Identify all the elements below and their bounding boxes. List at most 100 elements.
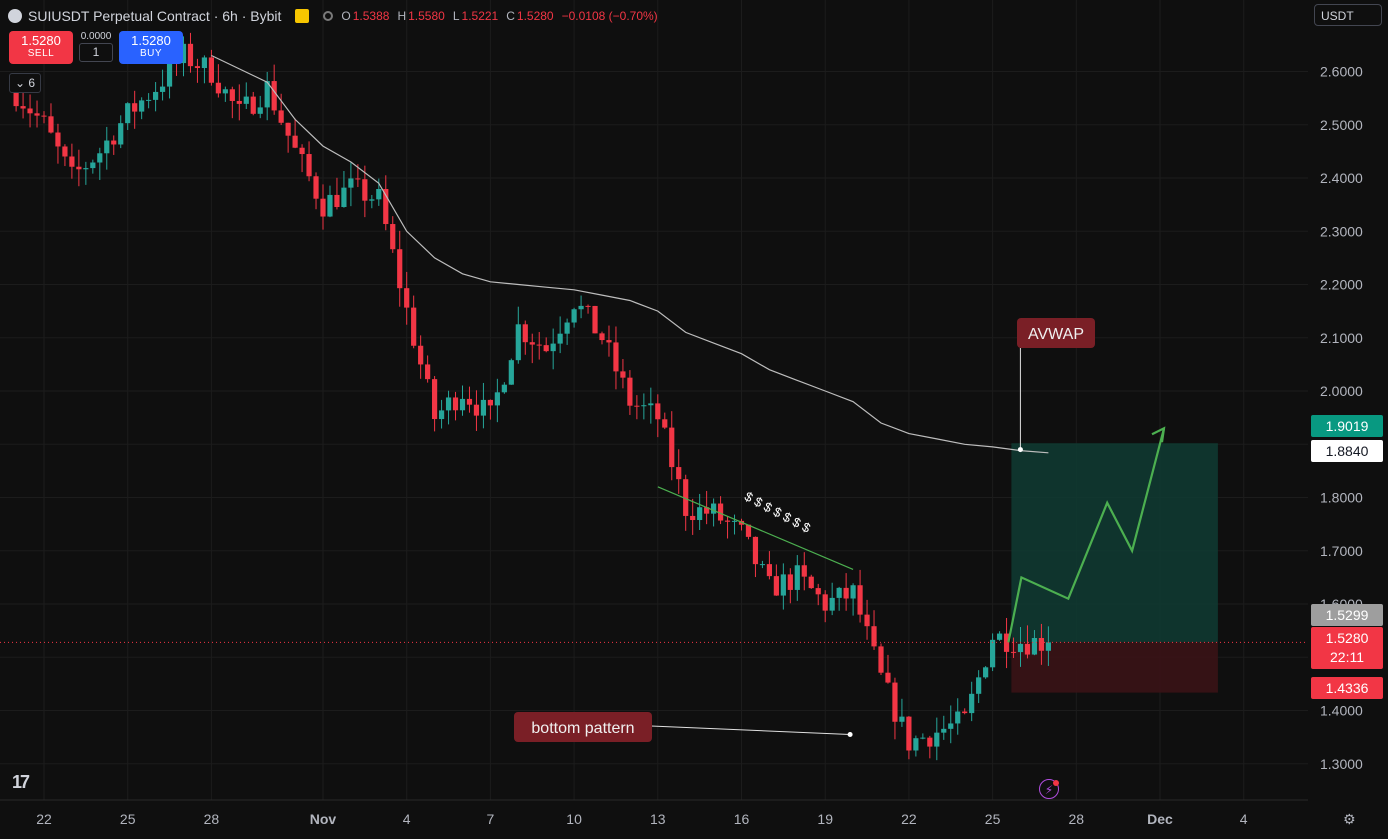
quantity-input[interactable]: 1: [79, 43, 113, 62]
avwap-label-box: [1017, 318, 1095, 348]
x-tick-label: 22: [36, 811, 52, 827]
candle-body: [850, 585, 856, 599]
candle-body: [48, 116, 54, 133]
candle-body: [920, 737, 926, 739]
candle-body: [599, 333, 605, 341]
candle-body: [480, 399, 487, 416]
candle-body: [969, 693, 975, 714]
candle-body: [438, 410, 445, 420]
ohlc-low-key: L: [452, 9, 460, 23]
x-tick-label: 28: [204, 811, 220, 827]
candle-body: [13, 92, 19, 107]
buy-label: BUY: [139, 48, 163, 59]
candle-body: [355, 178, 361, 180]
x-tick-label: 28: [1069, 811, 1085, 827]
candle-body: [27, 108, 33, 114]
sell-button[interactable]: 1.5280 SELL: [9, 31, 73, 64]
candle-body: [306, 154, 312, 177]
candle-body: [376, 188, 382, 200]
candle-body: [983, 667, 989, 678]
candle-body: [801, 565, 807, 577]
indicators-toggle-button[interactable]: ⌄ 6: [9, 73, 41, 93]
quantity-control: 0.0000 1: [79, 31, 113, 62]
candle-body: [132, 103, 138, 112]
candle-body: [885, 672, 891, 683]
ohlc-open-value: 1.5388: [352, 9, 390, 23]
candle-body: [543, 345, 549, 352]
gear-icon[interactable]: ⚙: [1343, 811, 1356, 827]
candle-body: [404, 288, 410, 308]
candle-body: [292, 135, 298, 148]
candle-body: [369, 199, 375, 201]
x-tick-label: Nov: [310, 811, 337, 827]
candle-body: [1031, 638, 1038, 655]
candle-body: [271, 81, 277, 111]
candle-body: [927, 737, 933, 747]
avwap-callout-dot: [1017, 447, 1023, 453]
candle-body: [648, 403, 654, 406]
candle-body: [557, 333, 563, 344]
candle-body: [69, 156, 75, 167]
buy-button[interactable]: 1.5280 BUY: [119, 31, 183, 64]
candle-body: [459, 398, 466, 411]
y-tick-label: 2.1000: [1320, 330, 1363, 346]
target-zone: [1011, 443, 1218, 643]
y-tick-label: 2.6000: [1320, 64, 1363, 80]
notification-dot: [1053, 780, 1059, 786]
x-tick-label: 13: [650, 811, 666, 827]
stop-price-tag: 1.4336: [1326, 680, 1369, 696]
candle-body: [899, 716, 905, 722]
candle-body: [390, 224, 396, 250]
candle-body: [83, 168, 89, 170]
flag-icon[interactable]: [295, 9, 310, 23]
candle-body: [313, 176, 319, 199]
candle-body: [815, 588, 821, 595]
candle-body: [153, 91, 159, 100]
candle-body: [452, 397, 459, 411]
trade-panel: 1.5280 SELL 0.0000 1 1.5280 BUY: [9, 31, 183, 64]
candle-body: [690, 515, 696, 521]
avwap-line: [211, 54, 1049, 454]
candle-body: [613, 342, 619, 372]
candle-body: [704, 507, 710, 514]
x-tick-label: 25: [120, 811, 136, 827]
candle-body: [334, 194, 340, 208]
candle-body: [278, 110, 284, 123]
x-tick-label: 19: [817, 811, 833, 827]
x-tick-label: 16: [734, 811, 750, 827]
candle-body: [536, 344, 542, 346]
candle-body: [362, 179, 368, 201]
symbol-title[interactable]: SUIUSDT Perpetual Contract · 6h · Bybit: [28, 8, 282, 24]
candle-body: [843, 587, 849, 599]
tradingview-logo-icon[interactable]: 17: [12, 772, 30, 792]
indicators-count: 6: [28, 76, 36, 90]
currency-selector[interactable]: USDT: [1314, 4, 1382, 26]
y-tick-label: 2.3000: [1320, 223, 1363, 239]
x-tick-label: Dec: [1147, 811, 1173, 827]
symbol-logo-icon: [8, 9, 22, 23]
candle-body: [327, 194, 333, 217]
candle-body: [397, 249, 403, 289]
candle-body: [836, 587, 842, 598]
candle-body: [620, 371, 626, 378]
avwap-price-tag: 1.8840: [1326, 443, 1369, 459]
candle-body: [411, 307, 417, 346]
x-tick-label: 4: [403, 811, 411, 827]
candle-body: [571, 309, 577, 323]
candle-body: [41, 115, 47, 117]
dollar-signs-annotation: $ $ $ $ $ $ $: [742, 489, 814, 537]
candle-body: [111, 140, 117, 145]
candle-body: [194, 66, 201, 69]
resistance-trendline: [657, 486, 854, 570]
candle-body: [76, 166, 82, 170]
candle-body: [745, 524, 752, 537]
ohlc-low-value: 1.5221: [461, 9, 499, 23]
ohlc-open-key: O: [341, 9, 351, 23]
candle-body: [1003, 633, 1010, 652]
candle-body: [913, 738, 919, 751]
candle-body: [508, 360, 514, 385]
lightning-icon[interactable]: ⚡: [1039, 779, 1059, 799]
candle-body: [990, 639, 996, 668]
y-tick-label: 1.8000: [1320, 490, 1363, 506]
